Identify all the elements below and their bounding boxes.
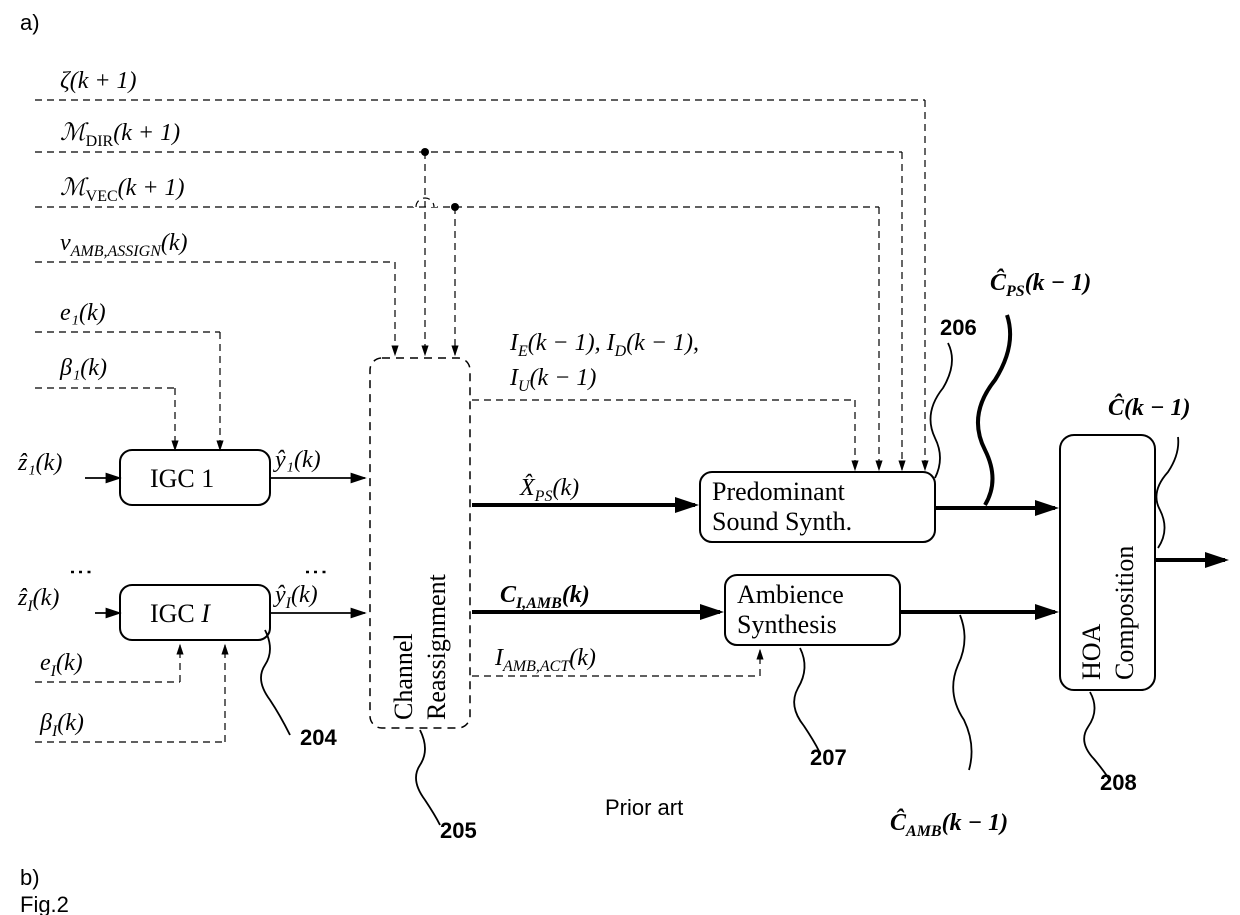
callout-208 bbox=[1084, 692, 1109, 779]
e1-label: e₁(k) bbox=[60, 300, 106, 326]
callout-207 bbox=[794, 648, 819, 751]
hoa-label-2: Composition bbox=[1110, 546, 1139, 680]
z1-label: ẑ₁(k) bbox=[17, 450, 62, 476]
yI-label: ŷI(k) bbox=[273, 582, 318, 612]
amb-label-1: Ambience bbox=[737, 580, 844, 609]
XPS-label: X̂PS(k) bbox=[519, 474, 579, 505]
ref-205: 205 bbox=[440, 818, 477, 843]
zI-label: ẑI(k) bbox=[17, 585, 59, 615]
IAMBACT-label: IAMB,ACT(k) bbox=[494, 645, 596, 675]
IE-row2: IU(k − 1) bbox=[509, 365, 596, 395]
callout-Cout bbox=[1156, 437, 1178, 548]
CIAMB-label: CI,AMB(k) bbox=[500, 582, 590, 612]
ref-208: 208 bbox=[1100, 770, 1137, 795]
ref-207: 207 bbox=[810, 745, 847, 770]
y1-label: ŷ₁(k) bbox=[273, 447, 321, 473]
panel-b-label: b) bbox=[20, 865, 40, 890]
callout-CAMB bbox=[953, 615, 971, 770]
diagram-canvas: a) b) Fig.2 ζ(k + 1) ℳDIR(k + 1) ℳVEC(k … bbox=[0, 0, 1240, 915]
channel-label-1: Channel bbox=[389, 633, 418, 720]
prior-art-label: Prior art bbox=[605, 795, 683, 820]
CPS-label: ĈPS(k − 1) bbox=[990, 269, 1091, 300]
vamb-label: vAMB,ASSIGN(k) bbox=[60, 230, 188, 260]
mdir-label: ℳDIR(k + 1) bbox=[60, 120, 180, 150]
zeta-label: ζ(k + 1) bbox=[60, 68, 137, 94]
amb-label-2: Synthesis bbox=[737, 610, 837, 639]
fig-label: Fig.2 bbox=[20, 892, 69, 915]
IE-row1: IE(k − 1), ID(k − 1), bbox=[509, 330, 699, 360]
igcI-label: IGC I bbox=[150, 599, 211, 628]
ref-206: 206 bbox=[940, 315, 977, 340]
hoa-label-1: HOA bbox=[1077, 623, 1106, 680]
Cout-label: Ĉ(k − 1) bbox=[1108, 394, 1191, 421]
hoa-block bbox=[1060, 435, 1155, 690]
pred-label-2: Sound Synth. bbox=[712, 507, 852, 536]
beta1-label: β₁(k) bbox=[59, 355, 107, 381]
mdir-junction bbox=[421, 148, 429, 156]
CAMB-label: ĈAMB(k − 1) bbox=[890, 809, 1008, 840]
igc1-label: IGC 1 bbox=[150, 464, 214, 493]
pred-label-1: Predominant bbox=[712, 477, 846, 506]
ref-204: 204 bbox=[300, 725, 337, 750]
callout-206 bbox=[931, 343, 953, 478]
callout-205 bbox=[416, 730, 440, 825]
callout-CPS bbox=[978, 315, 1010, 505]
dots-left: ⋮ bbox=[67, 560, 93, 584]
dots-mid: ⋮ bbox=[302, 560, 328, 584]
betaI-label: βI(k) bbox=[39, 710, 84, 740]
channel-block bbox=[370, 358, 470, 728]
panel-a-label: a) bbox=[20, 10, 40, 35]
channel-label-2: Reassignment bbox=[422, 573, 451, 720]
callout-204 bbox=[261, 630, 290, 735]
eI-label: eI(k) bbox=[40, 650, 83, 680]
mvec-label: ℳVEC(k + 1) bbox=[60, 175, 185, 205]
